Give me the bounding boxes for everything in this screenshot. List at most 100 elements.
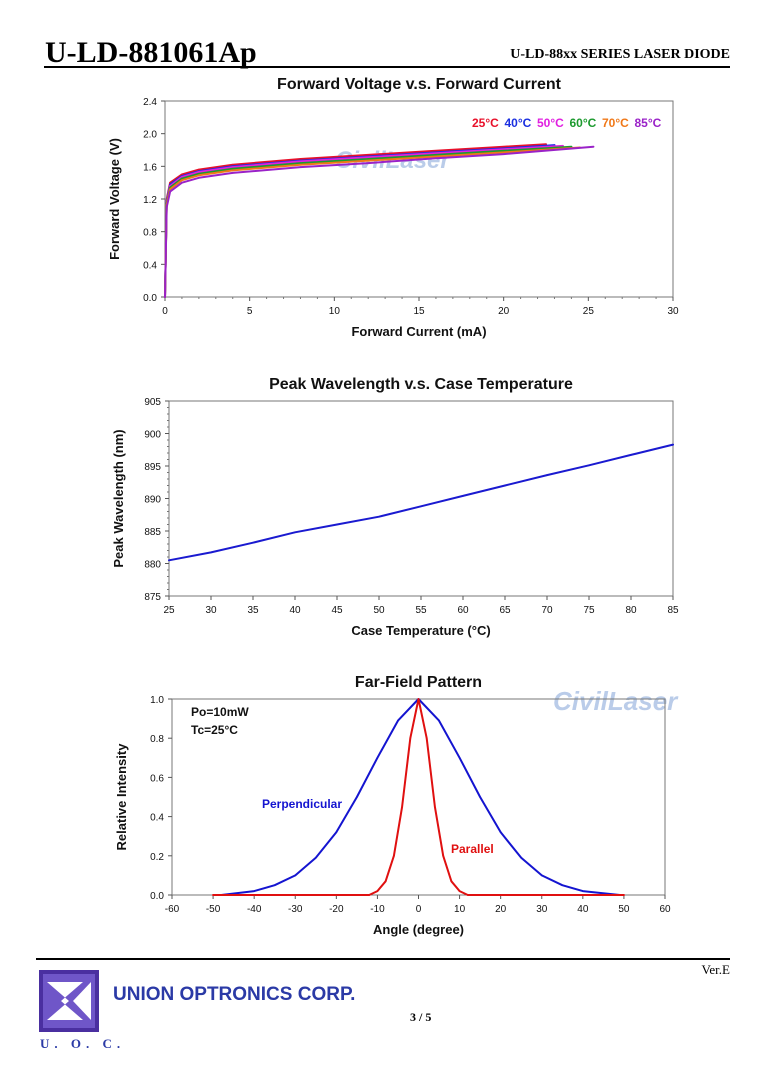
data-point <box>299 160 302 163</box>
data-point <box>425 737 428 739</box>
data-point <box>435 155 437 158</box>
x-tick-label: -20 <box>329 904 344 915</box>
data-point <box>367 162 370 164</box>
data-point <box>294 531 296 534</box>
data-point <box>541 874 543 877</box>
data-point <box>212 894 214 896</box>
y-tick-label: 0.0 <box>150 891 164 902</box>
data-point <box>435 150 437 152</box>
data-point <box>294 874 297 877</box>
x-tick-label: 60 <box>659 904 671 915</box>
series-title: U-LD-88xx SERIES LASER DIODE <box>510 47 730 62</box>
data-point <box>502 153 505 155</box>
data-point <box>450 880 453 883</box>
x-tick-label: 0 <box>162 306 168 317</box>
data-point <box>417 698 420 700</box>
y-tick-label: 0.8 <box>150 734 164 745</box>
annotation-power: Po=10mW <box>191 705 249 719</box>
data-point <box>592 145 595 148</box>
x-tick-label: 50 <box>618 904 630 915</box>
y-axis-label: Forward Voltage (V) <box>107 138 122 260</box>
page-number: 3 / 5 <box>410 1010 432 1024</box>
data-point <box>623 894 625 896</box>
data-point <box>397 719 399 722</box>
x-tick-label: 60 <box>457 605 469 616</box>
data-point <box>499 831 502 834</box>
y-tick-label: 2.4 <box>143 97 157 108</box>
uoc-logo-icon <box>39 970 99 1032</box>
data-point <box>231 168 234 170</box>
data-point <box>165 206 168 208</box>
y-tick-label: 0.6 <box>150 773 164 784</box>
x-axis-label: Angle (degree) <box>373 922 464 937</box>
x-tick-label: 35 <box>247 605 259 616</box>
data-point <box>181 173 183 176</box>
data-point <box>273 884 276 886</box>
legend-item: 60°C <box>570 116 597 130</box>
data-point <box>462 495 464 497</box>
y-tick-label: 1.0 <box>150 695 164 706</box>
legend-item: 25°C <box>472 116 499 130</box>
data-point <box>630 454 632 456</box>
y-tick-label: 890 <box>144 495 161 506</box>
logo-text: U. O. C. <box>40 1036 126 1051</box>
x-tick-label: 80 <box>625 605 637 616</box>
data-point <box>435 154 437 156</box>
data-point <box>231 163 234 166</box>
data-point <box>356 796 358 798</box>
part-number: U-LD-881061Ap <box>45 36 257 69</box>
data-point <box>299 158 302 160</box>
x-tick-label: 15 <box>413 306 425 317</box>
data-point <box>504 484 506 487</box>
x-tick-label: 20 <box>495 904 507 915</box>
company-name: UNION OPTRONICS CORP. <box>113 984 356 1005</box>
footer-divider <box>36 958 730 960</box>
data-point <box>335 831 338 834</box>
data-point <box>299 162 302 164</box>
y-axis-label: Relative Intensity <box>114 743 129 851</box>
x-tick-label: 10 <box>454 904 466 915</box>
data-point <box>434 806 436 808</box>
x-tick-label: 40 <box>289 605 301 616</box>
data-point <box>520 857 522 859</box>
x-tick-label: -30 <box>288 904 303 915</box>
data-point <box>479 796 481 798</box>
data-point <box>561 884 564 886</box>
x-tick-label: 30 <box>205 605 217 616</box>
data-point <box>169 188 171 190</box>
x-tick-label: 5 <box>247 306 253 317</box>
x-tick-label: 85 <box>667 605 679 616</box>
y-tick-label: 0.8 <box>143 228 157 239</box>
y-tick-label: 0.0 <box>143 293 157 304</box>
y-tick-label: 2.0 <box>143 130 157 141</box>
legend-item: 40°C <box>505 116 532 130</box>
data-point <box>367 156 370 159</box>
x-tick-label: -40 <box>247 904 262 915</box>
y-tick-label: 885 <box>144 527 161 538</box>
data-point <box>467 894 469 896</box>
data-point <box>315 857 317 859</box>
data-point <box>368 894 371 896</box>
data-point <box>393 855 395 857</box>
x-tick-label: 55 <box>415 605 427 616</box>
data-point <box>299 166 302 168</box>
data-point <box>458 757 461 759</box>
legend-item: 85°C <box>635 116 662 130</box>
data-point <box>442 855 445 857</box>
data-point <box>672 443 674 446</box>
data-point <box>198 172 200 175</box>
x-tick-label: 0 <box>416 904 422 915</box>
x-tick-label: 50 <box>373 605 385 616</box>
data-point <box>181 179 183 181</box>
data-point <box>435 152 437 155</box>
data-point <box>588 464 590 467</box>
y-tick-label: 880 <box>144 560 161 571</box>
data-point <box>253 890 255 892</box>
data-point <box>336 523 338 526</box>
data-point <box>376 757 379 759</box>
data-point <box>231 166 234 168</box>
y-tick-label: 1.2 <box>143 195 157 206</box>
series-line <box>168 443 674 562</box>
y-tick-label: 1.6 <box>143 162 157 173</box>
